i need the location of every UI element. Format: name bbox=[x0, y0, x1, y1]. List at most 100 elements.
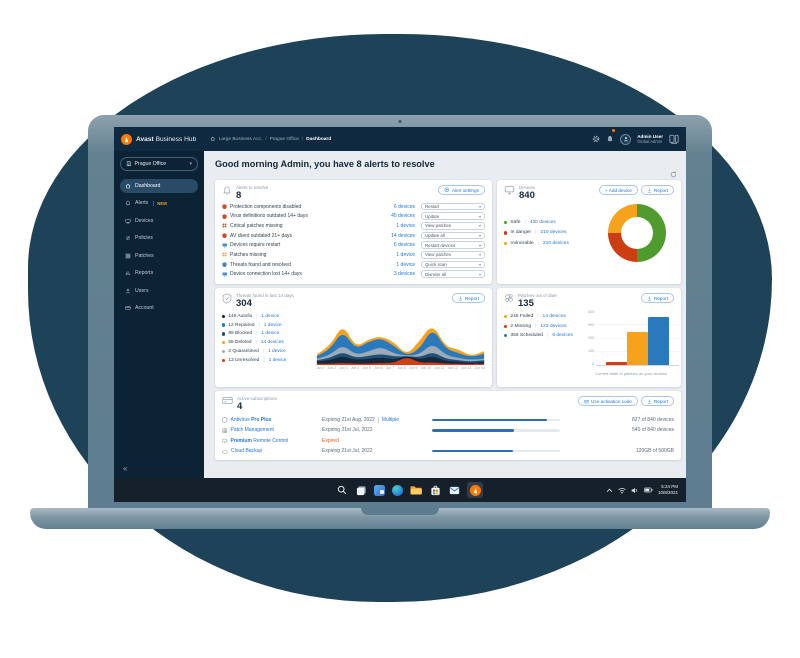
bell-icon bbox=[607, 135, 613, 142]
sidebar-item-reports[interactable]: Reports bbox=[120, 267, 198, 281]
device-count-link[interactable]: 1 device bbox=[261, 313, 280, 319]
mail-icon[interactable] bbox=[448, 484, 460, 496]
devices-report-button[interactable]: Report bbox=[640, 185, 674, 195]
alert-action-select[interactable]: Restart devices ▾ bbox=[421, 241, 485, 250]
chevron-down-icon: ▾ bbox=[478, 262, 481, 268]
widgets-icon[interactable] bbox=[374, 484, 385, 496]
store-icon[interactable] bbox=[429, 484, 441, 496]
avast-app-icon[interactable] bbox=[467, 482, 483, 498]
windows-taskbar: 5:24 PM 10/8/2021 bbox=[114, 478, 686, 502]
alert-action-select[interactable]: Restart ▾ bbox=[421, 202, 485, 211]
threats-area-svg bbox=[316, 328, 485, 365]
laptop-screen: Avast Business Hub Large Business Acc. /… bbox=[114, 127, 686, 502]
patches-grid-icon bbox=[222, 428, 228, 433]
alert-action-select[interactable]: Quick scan ▾ bbox=[421, 260, 485, 269]
breadcrumb-root[interactable]: Large Business Acc. bbox=[218, 136, 263, 142]
console-switch-icon[interactable] bbox=[669, 134, 679, 144]
alert-row: Patches missing 1 device View patches ▾ bbox=[222, 251, 485, 259]
credit-card-icon bbox=[222, 396, 233, 405]
notifications-button[interactable] bbox=[606, 129, 616, 148]
x-tick-label: Jun 10 bbox=[420, 365, 431, 370]
device-count-link[interactable]: 45 devices bbox=[391, 213, 415, 220]
device-count-link[interactable]: 6 devices bbox=[552, 333, 573, 339]
legend-item: 145 Autofix | 1 device bbox=[222, 312, 316, 321]
avatar[interactable] bbox=[620, 133, 632, 145]
sidebar-collapse-button[interactable]: « bbox=[123, 464, 128, 473]
id-card-icon bbox=[125, 306, 131, 311]
file-explorer-icon[interactable] bbox=[410, 484, 422, 496]
alert-action-select[interactable]: Dismiss all ▾ bbox=[421, 270, 485, 278]
edge-browser-icon[interactable] bbox=[392, 484, 403, 496]
device-count-link[interactable]: 6 devices bbox=[393, 242, 415, 249]
clock-date: 10/8/2021 bbox=[657, 490, 678, 495]
device-count-link[interactable]: 1 device bbox=[263, 322, 282, 328]
breadcrumb-mid[interactable]: Prague Office bbox=[269, 136, 299, 142]
threats-report-button[interactable]: Report bbox=[451, 293, 485, 303]
alert-settings-button[interactable]: Alert settings bbox=[438, 185, 485, 195]
threats-chart: Jun 1 Jun 2 Jun 3 Jun 4 Jun 5 Jun 6 Jun 7 Jun 8… bbox=[316, 312, 485, 370]
sidebar-item-patches[interactable]: Patches bbox=[120, 249, 198, 263]
subscriptions-report-button[interactable]: Report bbox=[640, 396, 674, 406]
alert-action-select[interactable]: View patches ▾ bbox=[421, 251, 485, 259]
device-count-link[interactable]: 3 devices bbox=[393, 271, 415, 278]
device-count-link[interactable]: 1 device bbox=[396, 222, 415, 229]
alert-row: Critical patches missing 1 device View p… bbox=[222, 222, 485, 230]
sidebar-item-users[interactable]: Users bbox=[120, 284, 198, 298]
sidebar-item-devices[interactable]: Devices bbox=[120, 214, 198, 228]
device-count-link[interactable]: 210 devices bbox=[540, 230, 567, 236]
alert-row: Protection components disabled 6 devices… bbox=[222, 202, 485, 211]
device-count-link[interactable]: 1 device bbox=[396, 261, 415, 268]
task-view-icon[interactable] bbox=[355, 484, 367, 496]
start-button[interactable] bbox=[317, 484, 329, 496]
laptop: Avast Business Hub Large Business Acc. /… bbox=[88, 115, 712, 508]
device-count-link[interactable]: 1 device bbox=[268, 348, 286, 354]
monitor-icon bbox=[222, 243, 228, 248]
volume-icon[interactable] bbox=[631, 487, 639, 494]
taskbar-clock[interactable]: 5:24 PM 10/8/2021 bbox=[658, 484, 678, 496]
report-chart-icon bbox=[125, 271, 131, 276]
subscription-link[interactable]: Patch Management bbox=[222, 427, 322, 433]
device-count-link[interactable]: 1 device bbox=[261, 331, 280, 337]
sidebar-nav: Dashboard Alerts NEW Devices bbox=[120, 179, 198, 315]
alert-action-select[interactable]: Update all ▾ bbox=[421, 231, 485, 240]
device-count-link[interactable]: 1 device bbox=[396, 251, 415, 258]
user-info[interactable]: Admin User Global Admin bbox=[637, 134, 663, 145]
alert-action-select[interactable]: Update ▾ bbox=[421, 212, 485, 221]
refresh-icon[interactable] bbox=[670, 171, 677, 178]
gear-icon[interactable] bbox=[592, 135, 600, 143]
alert-action-select[interactable]: View patches ▾ bbox=[421, 222, 485, 230]
sidebar: Prague Office ▾ Dashboard Alerts NEW bbox=[114, 151, 204, 478]
tray-chevron-icon[interactable] bbox=[606, 488, 613, 493]
sidebar-item-alerts[interactable]: Alerts NEW bbox=[120, 197, 198, 211]
bell-icon bbox=[125, 200, 131, 206]
activation-code-button[interactable]: Use activation code bbox=[577, 396, 638, 406]
card-title: Active subscriptions bbox=[237, 396, 277, 401]
sidebar-item-dashboard[interactable]: Dashboard bbox=[120, 179, 198, 193]
y-axis-ticks: 400 300 200 100 0 bbox=[588, 309, 595, 366]
multiple-link[interactable]: Multiple bbox=[377, 417, 400, 423]
x-tick-label: Jun 6 bbox=[374, 365, 383, 370]
device-count-link[interactable]: 14 devices bbox=[391, 232, 415, 239]
sidebar-item-account[interactable]: Account bbox=[120, 302, 198, 316]
device-count-link[interactable]: 14 devices bbox=[260, 340, 284, 346]
sidebar-item-policies[interactable]: Policies bbox=[120, 232, 198, 246]
add-device-button[interactable]: + Add device bbox=[598, 185, 638, 195]
device-count-link[interactable]: 14 devices bbox=[542, 314, 566, 320]
chevron-down-icon: ▾ bbox=[478, 271, 481, 277]
wifi-icon[interactable] bbox=[618, 487, 626, 494]
subscription-link[interactable]: Premium Remote Control bbox=[222, 438, 322, 444]
location-selector[interactable]: Prague Office ▾ bbox=[120, 157, 198, 171]
device-count-link[interactable]: 6 devices bbox=[393, 203, 415, 210]
expiry-text: Expiring 21st Aug, 2022 bbox=[322, 417, 375, 423]
notification-badge bbox=[611, 129, 616, 133]
patches-report-button[interactable]: Report bbox=[640, 293, 674, 303]
search-icon[interactable] bbox=[336, 484, 348, 496]
subscription-link[interactable]: Antivirus Pro Plus bbox=[222, 417, 322, 423]
device-count-link[interactable]: 210 devices bbox=[542, 240, 569, 246]
subscription-link[interactable]: Cloud Backup bbox=[222, 448, 322, 454]
device-count-link[interactable]: 1 device bbox=[268, 357, 287, 363]
device-count-link[interactable]: 123 devices bbox=[540, 323, 567, 329]
battery-icon[interactable] bbox=[644, 487, 653, 493]
device-count-link[interactable]: 420 devices bbox=[529, 219, 556, 225]
